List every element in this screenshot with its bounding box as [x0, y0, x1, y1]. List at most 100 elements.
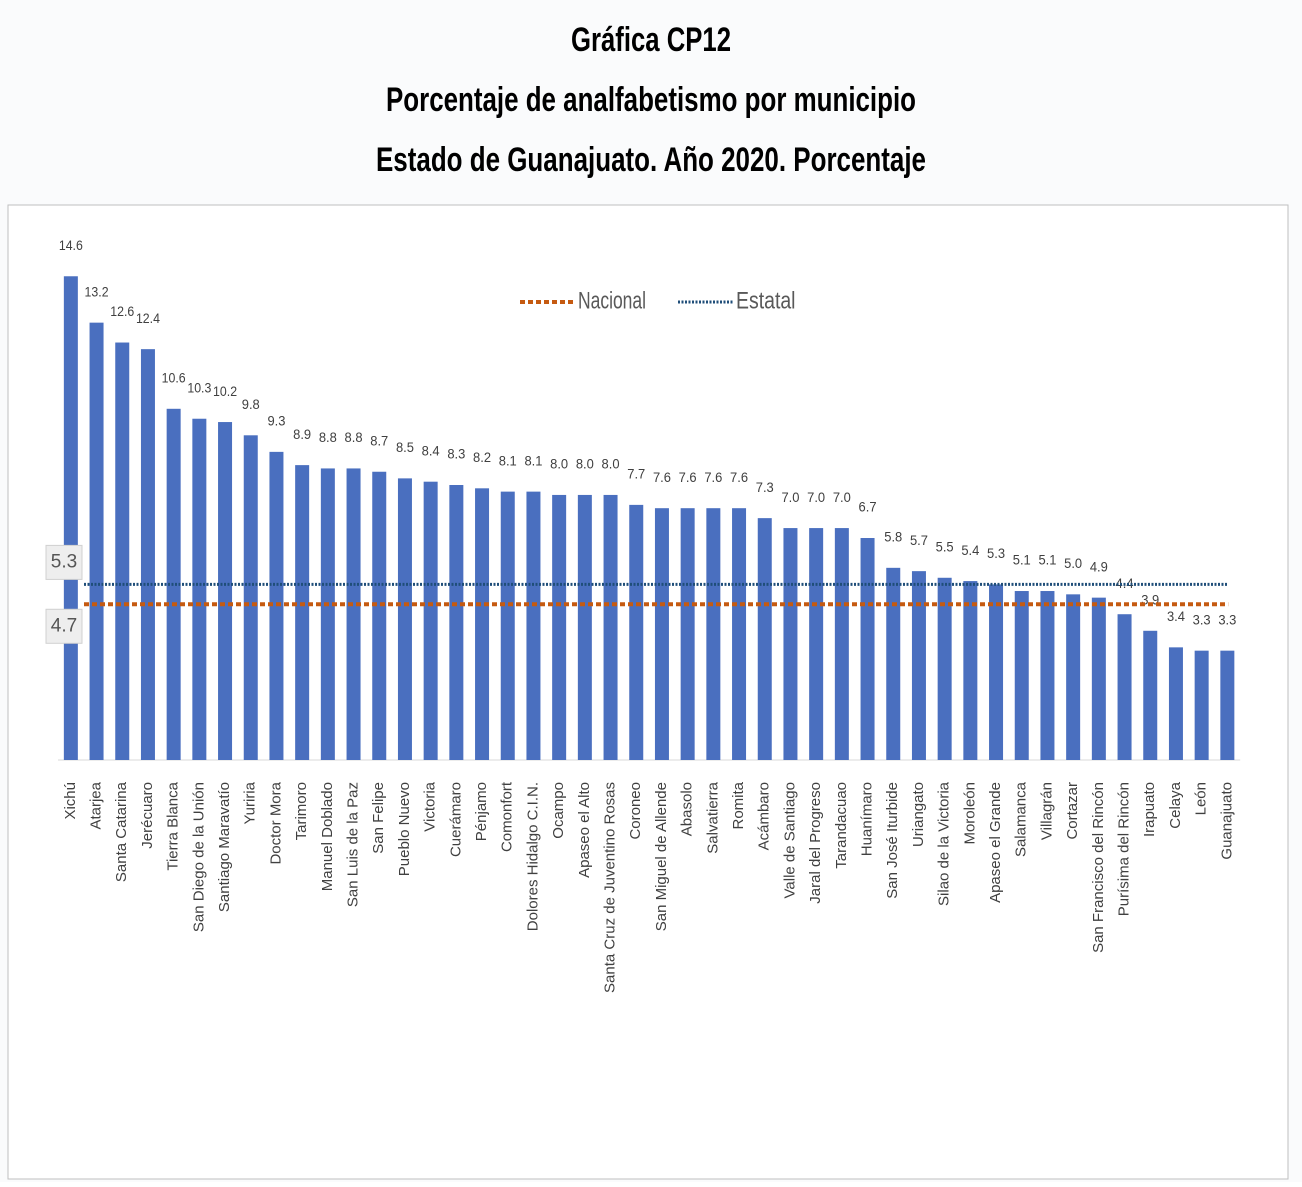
- reference-label-box: [45, 608, 83, 644]
- x-tick-label: San Miguel de Allende: [653, 782, 670, 931]
- x-tick-label: Silao de la Victoria: [936, 781, 953, 906]
- x-tick-label: Xichú: [62, 782, 79, 820]
- x-tick-label: Cortazar: [1064, 782, 1081, 840]
- data-label: 9.3: [267, 413, 285, 429]
- bar: [732, 508, 747, 760]
- x-tick-label: Tarandacuao: [833, 782, 850, 869]
- x-tick-label: Tarimoro: [293, 782, 310, 840]
- chart-subtitle: Estado de Guanajuato. Año 2020. Porcenta…: [376, 141, 926, 179]
- bar: [860, 538, 875, 760]
- data-label: 8.5: [396, 439, 414, 455]
- bar: [218, 422, 233, 760]
- data-label: 3.4: [1167, 608, 1185, 624]
- bar: [937, 577, 952, 760]
- x-tick-label: Apaseo el Grande: [987, 782, 1004, 903]
- data-label: 8.1: [499, 452, 517, 468]
- bar: [115, 342, 130, 760]
- data-label: 7.0: [833, 489, 851, 505]
- x-tick-label: Victoria: [422, 781, 439, 831]
- x-tick-label: Tierra Blanca: [165, 781, 182, 870]
- data-label: 8.8: [319, 429, 337, 445]
- data-label: 10.6: [162, 369, 186, 385]
- bar: [577, 494, 592, 760]
- data-label: 8.1: [524, 452, 542, 468]
- reference-label: 5.3: [51, 551, 77, 572]
- bar: [63, 276, 78, 760]
- x-tick-label: Manuel Doblado: [319, 782, 336, 891]
- x-tick-label: Santa Catarina: [113, 781, 130, 882]
- data-label: 10.3: [187, 379, 211, 395]
- bar: [423, 481, 438, 760]
- bar: [809, 528, 824, 760]
- data-label: 7.7: [627, 466, 645, 482]
- chart-subtitle: Porcentaje de analfabetismo por municipi…: [386, 81, 916, 119]
- reference-label-box: [45, 544, 83, 580]
- data-label: 7.6: [704, 469, 722, 485]
- x-tick-label: Pénjamo: [473, 782, 490, 841]
- bar: [346, 468, 361, 760]
- x-tick-label: Celaya: [1167, 781, 1184, 828]
- x-tick-label: Valle de Santiago: [781, 782, 798, 898]
- data-label: 3.3: [1218, 611, 1236, 627]
- data-label: 4.9: [1090, 558, 1108, 574]
- bar: [140, 349, 155, 760]
- data-label: 5.1: [1013, 552, 1031, 568]
- x-tick-label: León: [1193, 782, 1210, 815]
- data-label: 10.2: [213, 383, 237, 399]
- data-label: 5.0: [1064, 555, 1082, 571]
- x-tick-label: Irapuato: [1141, 782, 1158, 837]
- bar: [500, 491, 515, 760]
- bar: [1143, 630, 1158, 760]
- data-label: 7.6: [730, 469, 748, 485]
- bar: [834, 528, 849, 760]
- bar: [783, 528, 798, 760]
- data-label: 5.1: [1038, 552, 1056, 568]
- bar: [192, 418, 207, 760]
- bar: [757, 518, 772, 760]
- data-label: 7.6: [653, 469, 671, 485]
- data-label: 14.6: [59, 237, 83, 253]
- bar: [295, 465, 310, 760]
- data-label: 9.8: [242, 396, 260, 412]
- data-label: 5.3: [987, 545, 1005, 561]
- data-label: 12.6: [110, 303, 134, 319]
- data-label: 8.7: [370, 432, 388, 448]
- x-tick-label: Moroleón: [961, 782, 978, 845]
- bar: [1014, 591, 1029, 760]
- bar: [1220, 650, 1235, 760]
- bar: [989, 584, 1004, 760]
- bar: [89, 322, 104, 760]
- x-tick-label: San José Iturbide: [884, 782, 901, 899]
- x-tick-label: Uriangato: [910, 782, 927, 847]
- bar: [1168, 647, 1183, 760]
- data-label: 7.3: [756, 479, 774, 495]
- data-label: 5.4: [961, 542, 979, 558]
- x-tick-label: Doctor Mora: [267, 781, 284, 864]
- bar: [680, 508, 695, 760]
- bar: [1117, 614, 1132, 760]
- bar: [886, 567, 901, 760]
- x-tick-label: Yuriria: [242, 781, 259, 824]
- bar: [1194, 650, 1209, 760]
- x-tick-label: San Felipe: [370, 782, 387, 854]
- x-tick-label: San Francisco del Rincón: [1090, 782, 1107, 953]
- data-label: 8.4: [422, 442, 440, 458]
- bar: [963, 581, 978, 760]
- bar: [603, 494, 618, 760]
- bar: [526, 491, 541, 760]
- x-tick-label: Jaral del Progreso: [807, 782, 824, 904]
- x-tick-label: Santiago Maravatío: [216, 782, 233, 912]
- data-label: 5.7: [910, 532, 928, 548]
- x-tick-label: Dolores Hidalgo C.I.N.: [524, 782, 541, 931]
- bar: [397, 478, 412, 760]
- data-label: 8.8: [345, 429, 363, 445]
- x-tick-label: San Diego de la Unión: [190, 782, 207, 932]
- bar: [166, 408, 181, 760]
- bar: [629, 504, 644, 760]
- chart-title: Gráfica CP12: [571, 21, 731, 59]
- x-tick-label: Apaseo el Alto: [576, 782, 593, 878]
- bar: [552, 494, 567, 760]
- data-label: 8.0: [576, 456, 594, 472]
- bar: [1040, 591, 1055, 760]
